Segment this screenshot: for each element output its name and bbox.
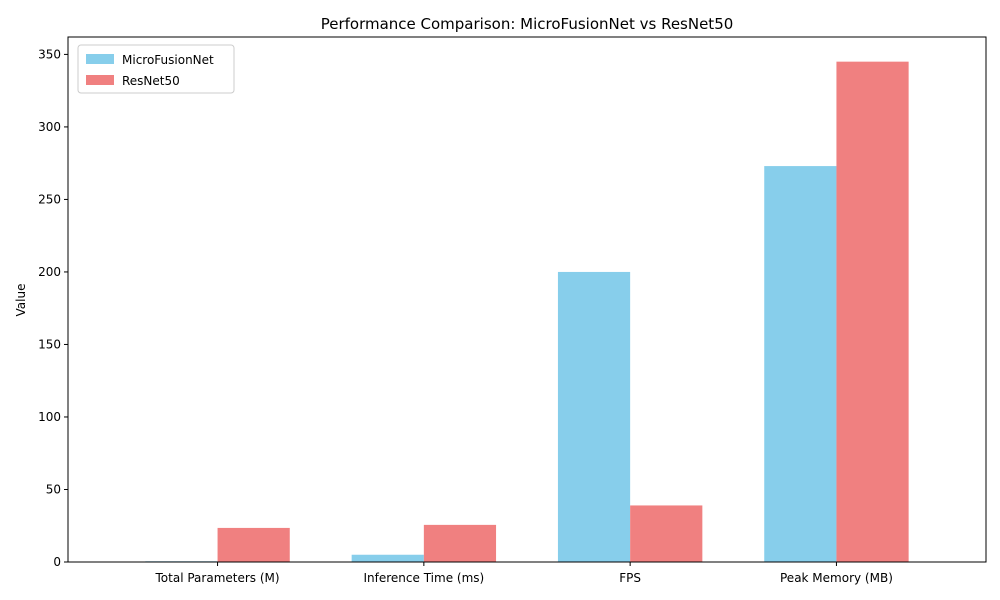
y-tick-label: 50: [46, 482, 61, 496]
legend-swatch: [86, 75, 114, 85]
bar: [557, 271, 631, 562]
legend-entry: MicroFusionNet: [122, 53, 214, 67]
axes-layer: 0 50 100 150 200 250 300 350 Total Parameters (M…: [38, 36, 987, 585]
x-tick-label: Total Parameters (M): [155, 571, 280, 585]
bar: [630, 505, 703, 562]
y-tick-label: 300: [38, 120, 61, 134]
y-tick-label: 150: [38, 337, 61, 351]
x-tick-label: FPS: [619, 571, 641, 585]
bar: [764, 166, 837, 562]
y-tick-label: 200: [38, 265, 61, 279]
y-tick-label: 250: [38, 192, 61, 206]
y-tick-label: 0: [53, 555, 61, 569]
legend: MicroFusionNet ResNet50: [77, 44, 235, 94]
y-axis-label: Value: [14, 284, 28, 317]
x-tick-label: Inference Time (ms): [364, 571, 485, 585]
bar: [217, 527, 290, 562]
x-tick-label: Peak Memory (MB): [780, 571, 893, 585]
bar: [836, 61, 909, 563]
plot-frame: [67, 36, 987, 563]
legend-box: [77, 44, 235, 94]
y-tick-label: 100: [38, 410, 61, 424]
legend-entry: ResNet50: [122, 74, 180, 88]
bars-layer: [145, 61, 909, 563]
y-tick-label: 350: [38, 47, 61, 61]
chart-title: Performance Comparison: MicroFusionNet v…: [321, 15, 734, 33]
bar: [351, 554, 424, 562]
legend-swatch: [86, 54, 114, 64]
bar: [423, 524, 497, 562]
